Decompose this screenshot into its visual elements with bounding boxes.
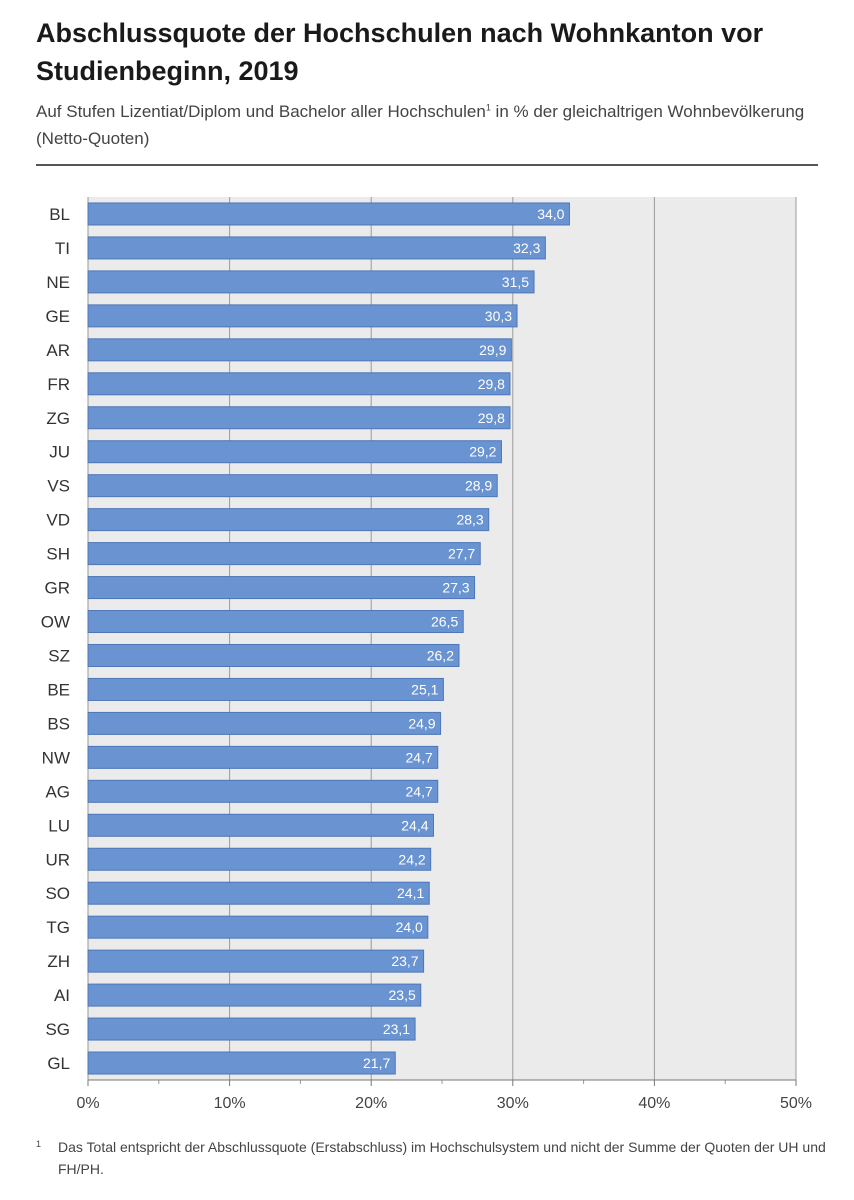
- bar: [87, 915, 429, 939]
- category-label: AG: [45, 782, 70, 801]
- x-tick-label: 40%: [638, 1095, 670, 1112]
- bar: [87, 881, 430, 905]
- bar-value-label: 29,9: [479, 342, 506, 358]
- category-label: LU: [48, 816, 70, 835]
- bar: [87, 1051, 396, 1075]
- bar-value-label: 27,3: [442, 580, 469, 596]
- bar: [87, 1017, 416, 1041]
- bar-value-label: 23,1: [383, 1021, 410, 1037]
- bar: [87, 745, 439, 769]
- bar-value-label: 28,9: [465, 478, 492, 494]
- bar-value-label: 26,5: [431, 614, 458, 630]
- x-tick-label: 0%: [76, 1095, 99, 1112]
- bar: [87, 270, 535, 294]
- bar-value-label: 29,2: [469, 444, 496, 460]
- category-label: AI: [54, 986, 70, 1005]
- bar-value-label: 29,8: [478, 376, 505, 392]
- bar-value-label: 24,0: [396, 919, 423, 935]
- bar: [87, 643, 460, 667]
- bar: [87, 779, 439, 803]
- bar-value-label: 24,2: [398, 851, 425, 867]
- bar-value-label: 31,5: [502, 274, 529, 290]
- bar-value-label: 21,7: [363, 1055, 390, 1071]
- bar-value-label: 30,3: [485, 308, 512, 324]
- bar-value-label: 28,3: [456, 512, 483, 528]
- bar: [87, 813, 435, 837]
- category-label: NW: [42, 748, 70, 767]
- bar: [87, 677, 444, 701]
- chart-title: Abschlussquote der Hochschulen nach Wohn…: [36, 18, 764, 86]
- bar-value-label: 25,1: [411, 681, 438, 697]
- category-label: GL: [47, 1054, 70, 1073]
- bar-value-label: 24,7: [406, 783, 433, 799]
- category-label: UR: [45, 850, 70, 869]
- bar-value-label: 24,7: [406, 749, 433, 765]
- bar: [87, 236, 546, 260]
- category-label: TI: [55, 239, 70, 258]
- bar: [87, 847, 432, 871]
- category-label: OW: [41, 613, 70, 632]
- bar: [87, 576, 476, 600]
- x-tick-label: 30%: [497, 1095, 529, 1112]
- bar-value-label: 34,0: [537, 206, 564, 222]
- x-tick-label: 50%: [780, 1095, 812, 1112]
- title-divider: [36, 164, 818, 166]
- bar: [87, 542, 481, 566]
- category-label: JU: [49, 443, 70, 462]
- category-label: BE: [47, 680, 70, 699]
- bar: [87, 440, 502, 464]
- bar-value-label: 32,3: [513, 240, 540, 256]
- category-label: SG: [45, 1020, 70, 1039]
- category-label: AR: [46, 341, 70, 360]
- bar-value-label: 29,8: [478, 410, 505, 426]
- bar-value-label: 24,4: [401, 817, 428, 833]
- bar: [87, 508, 490, 532]
- category-label: ZG: [46, 409, 70, 428]
- bar: [87, 304, 518, 328]
- subtitle-text-continued: in % der gleichaltrigen Wohnbevölkerung …: [36, 102, 805, 148]
- footnote-marker: 1: [36, 1139, 42, 1149]
- category-label: SZ: [48, 646, 70, 665]
- bar-value-label: 23,5: [389, 987, 416, 1003]
- bar-value-label: 23,7: [391, 953, 418, 969]
- bar-value-label: 24,1: [397, 885, 424, 901]
- category-label: SH: [46, 545, 70, 564]
- category-label: GE: [45, 307, 70, 326]
- category-label: FR: [47, 375, 70, 394]
- category-label: VS: [47, 477, 70, 496]
- bar: [87, 949, 425, 973]
- category-label: GR: [45, 579, 71, 598]
- bar-value-label: 26,2: [427, 647, 454, 663]
- bar: [87, 338, 512, 362]
- bar: [87, 202, 570, 226]
- x-tick-label: 10%: [214, 1095, 246, 1112]
- bar-value-label: 27,7: [448, 546, 475, 562]
- category-label: BL: [49, 205, 70, 224]
- plot-area: [88, 197, 796, 1080]
- bar-value-label: 24,9: [408, 715, 435, 731]
- x-tick-label: 20%: [355, 1095, 387, 1112]
- footnote: 1 Das Total entspricht der Abschlussquot…: [36, 1136, 826, 1180]
- category-label: NE: [46, 273, 70, 292]
- chart-subtitle: Auf Stufen Lizentiat/Diplom und Bachelor…: [36, 98, 826, 152]
- subtitle-text: Auf Stufen Lizentiat/Diplom und Bachelor…: [36, 102, 486, 121]
- category-label: VD: [46, 511, 70, 530]
- category-label: SO: [45, 884, 70, 903]
- bar: [87, 983, 422, 1007]
- bar: [87, 372, 511, 396]
- bar: [87, 610, 464, 634]
- bar: [87, 406, 511, 430]
- bar-chart: 0% 10% 20% 30% 40% 50% 34,0 BL 32,3 TI 31,5 NE 30,3 G…: [41, 197, 812, 1112]
- category-label: ZH: [47, 952, 70, 971]
- footnote-reference: 1: [485, 102, 491, 113]
- category-label: TG: [46, 918, 70, 937]
- category-label: BS: [47, 714, 70, 733]
- bar: [87, 711, 442, 735]
- bar: [87, 474, 498, 498]
- footnote-text: Das Total entspricht der Abschlussquote …: [58, 1139, 826, 1177]
